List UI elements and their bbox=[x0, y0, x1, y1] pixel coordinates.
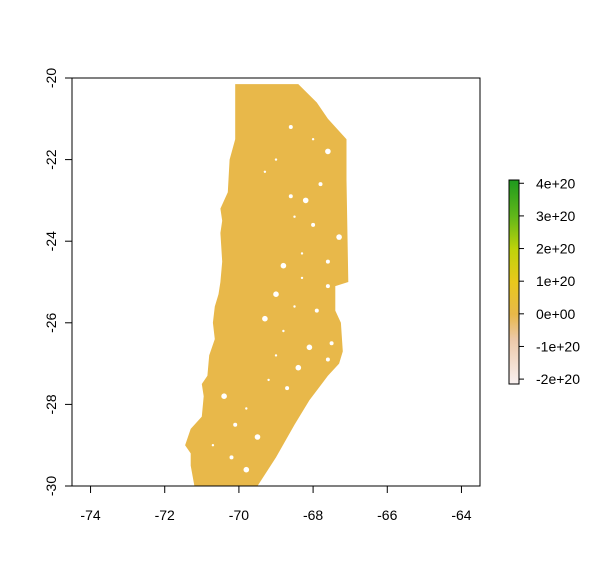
nodata-hole bbox=[325, 148, 331, 155]
nodata-hole bbox=[280, 262, 287, 269]
nodata-hole bbox=[274, 354, 278, 357]
nodata-hole bbox=[254, 434, 261, 440]
legend: 4e+20 3e+20 2e+20 1e+20 0e+00 -1e+20 -2e+20 bbox=[508, 175, 580, 387]
nodata-hole bbox=[329, 341, 334, 346]
legend-color-bar bbox=[508, 179, 520, 385]
nodata-hole bbox=[229, 455, 234, 460]
x-axis: -74 -72 -70 -68 -66 -64 bbox=[80, 485, 472, 523]
nodata-hole bbox=[274, 158, 278, 161]
x-tick-label: -68 bbox=[303, 507, 323, 523]
nodata-hole bbox=[282, 329, 285, 333]
nodata-hole bbox=[302, 197, 309, 204]
nodata-hole bbox=[245, 407, 248, 410]
y-tick-label: -26 bbox=[43, 312, 59, 332]
legend-label: 1e+20 bbox=[536, 273, 576, 289]
nodata-hole bbox=[285, 386, 290, 391]
nodata-hole bbox=[262, 315, 268, 322]
nodata-hole bbox=[263, 170, 267, 173]
x-tick-label: -74 bbox=[80, 507, 100, 523]
nodata-hole bbox=[336, 234, 342, 240]
nodata-hole bbox=[293, 215, 296, 218]
nodata-hole bbox=[325, 357, 330, 362]
legend-label: 4e+20 bbox=[536, 175, 576, 191]
nodata-hole bbox=[273, 291, 279, 298]
y-tick-label: -22 bbox=[43, 149, 59, 169]
nodata-hole bbox=[318, 182, 323, 187]
legend-label: 0e+00 bbox=[536, 306, 576, 322]
nodata-hole bbox=[300, 252, 304, 255]
y-tick-label: -28 bbox=[43, 394, 59, 414]
nodata-hole bbox=[325, 284, 330, 289]
x-tick-label: -72 bbox=[155, 507, 175, 523]
nodata-hole bbox=[221, 393, 227, 400]
y-tick-label: -20 bbox=[43, 68, 59, 88]
legend-label: 2e+20 bbox=[536, 241, 576, 257]
legend-label: 3e+20 bbox=[536, 208, 576, 224]
nodata-hole bbox=[325, 259, 330, 264]
nodata-hole bbox=[267, 378, 270, 382]
y-axis: -20 -22 -24 -26 -28 -30 bbox=[43, 68, 73, 496]
x-tick-label: -64 bbox=[451, 507, 471, 523]
raster-layer bbox=[185, 84, 349, 486]
nodata-hole bbox=[288, 125, 293, 129]
nodata-hole bbox=[211, 444, 215, 447]
nodata-hole bbox=[314, 308, 319, 313]
nodata-hole bbox=[243, 466, 250, 473]
nodata-hole bbox=[288, 194, 293, 199]
nodata-hole bbox=[233, 422, 238, 427]
x-tick-label: -70 bbox=[229, 507, 249, 523]
nodata-hole bbox=[306, 344, 313, 351]
nodata-hole bbox=[311, 138, 315, 141]
nodata-hole bbox=[300, 276, 304, 280]
y-tick-label: -24 bbox=[43, 231, 59, 251]
y-tick-label: -30 bbox=[43, 476, 59, 496]
x-tick-label: -66 bbox=[377, 507, 397, 523]
raster-region bbox=[185, 84, 349, 486]
nodata-hole bbox=[295, 364, 302, 371]
nodata-hole bbox=[293, 305, 296, 308]
legend-label: -1e+20 bbox=[536, 338, 580, 354]
nodata-holes bbox=[211, 125, 342, 473]
nodata-hole bbox=[311, 222, 316, 227]
legend-label: -2e+20 bbox=[536, 371, 580, 387]
